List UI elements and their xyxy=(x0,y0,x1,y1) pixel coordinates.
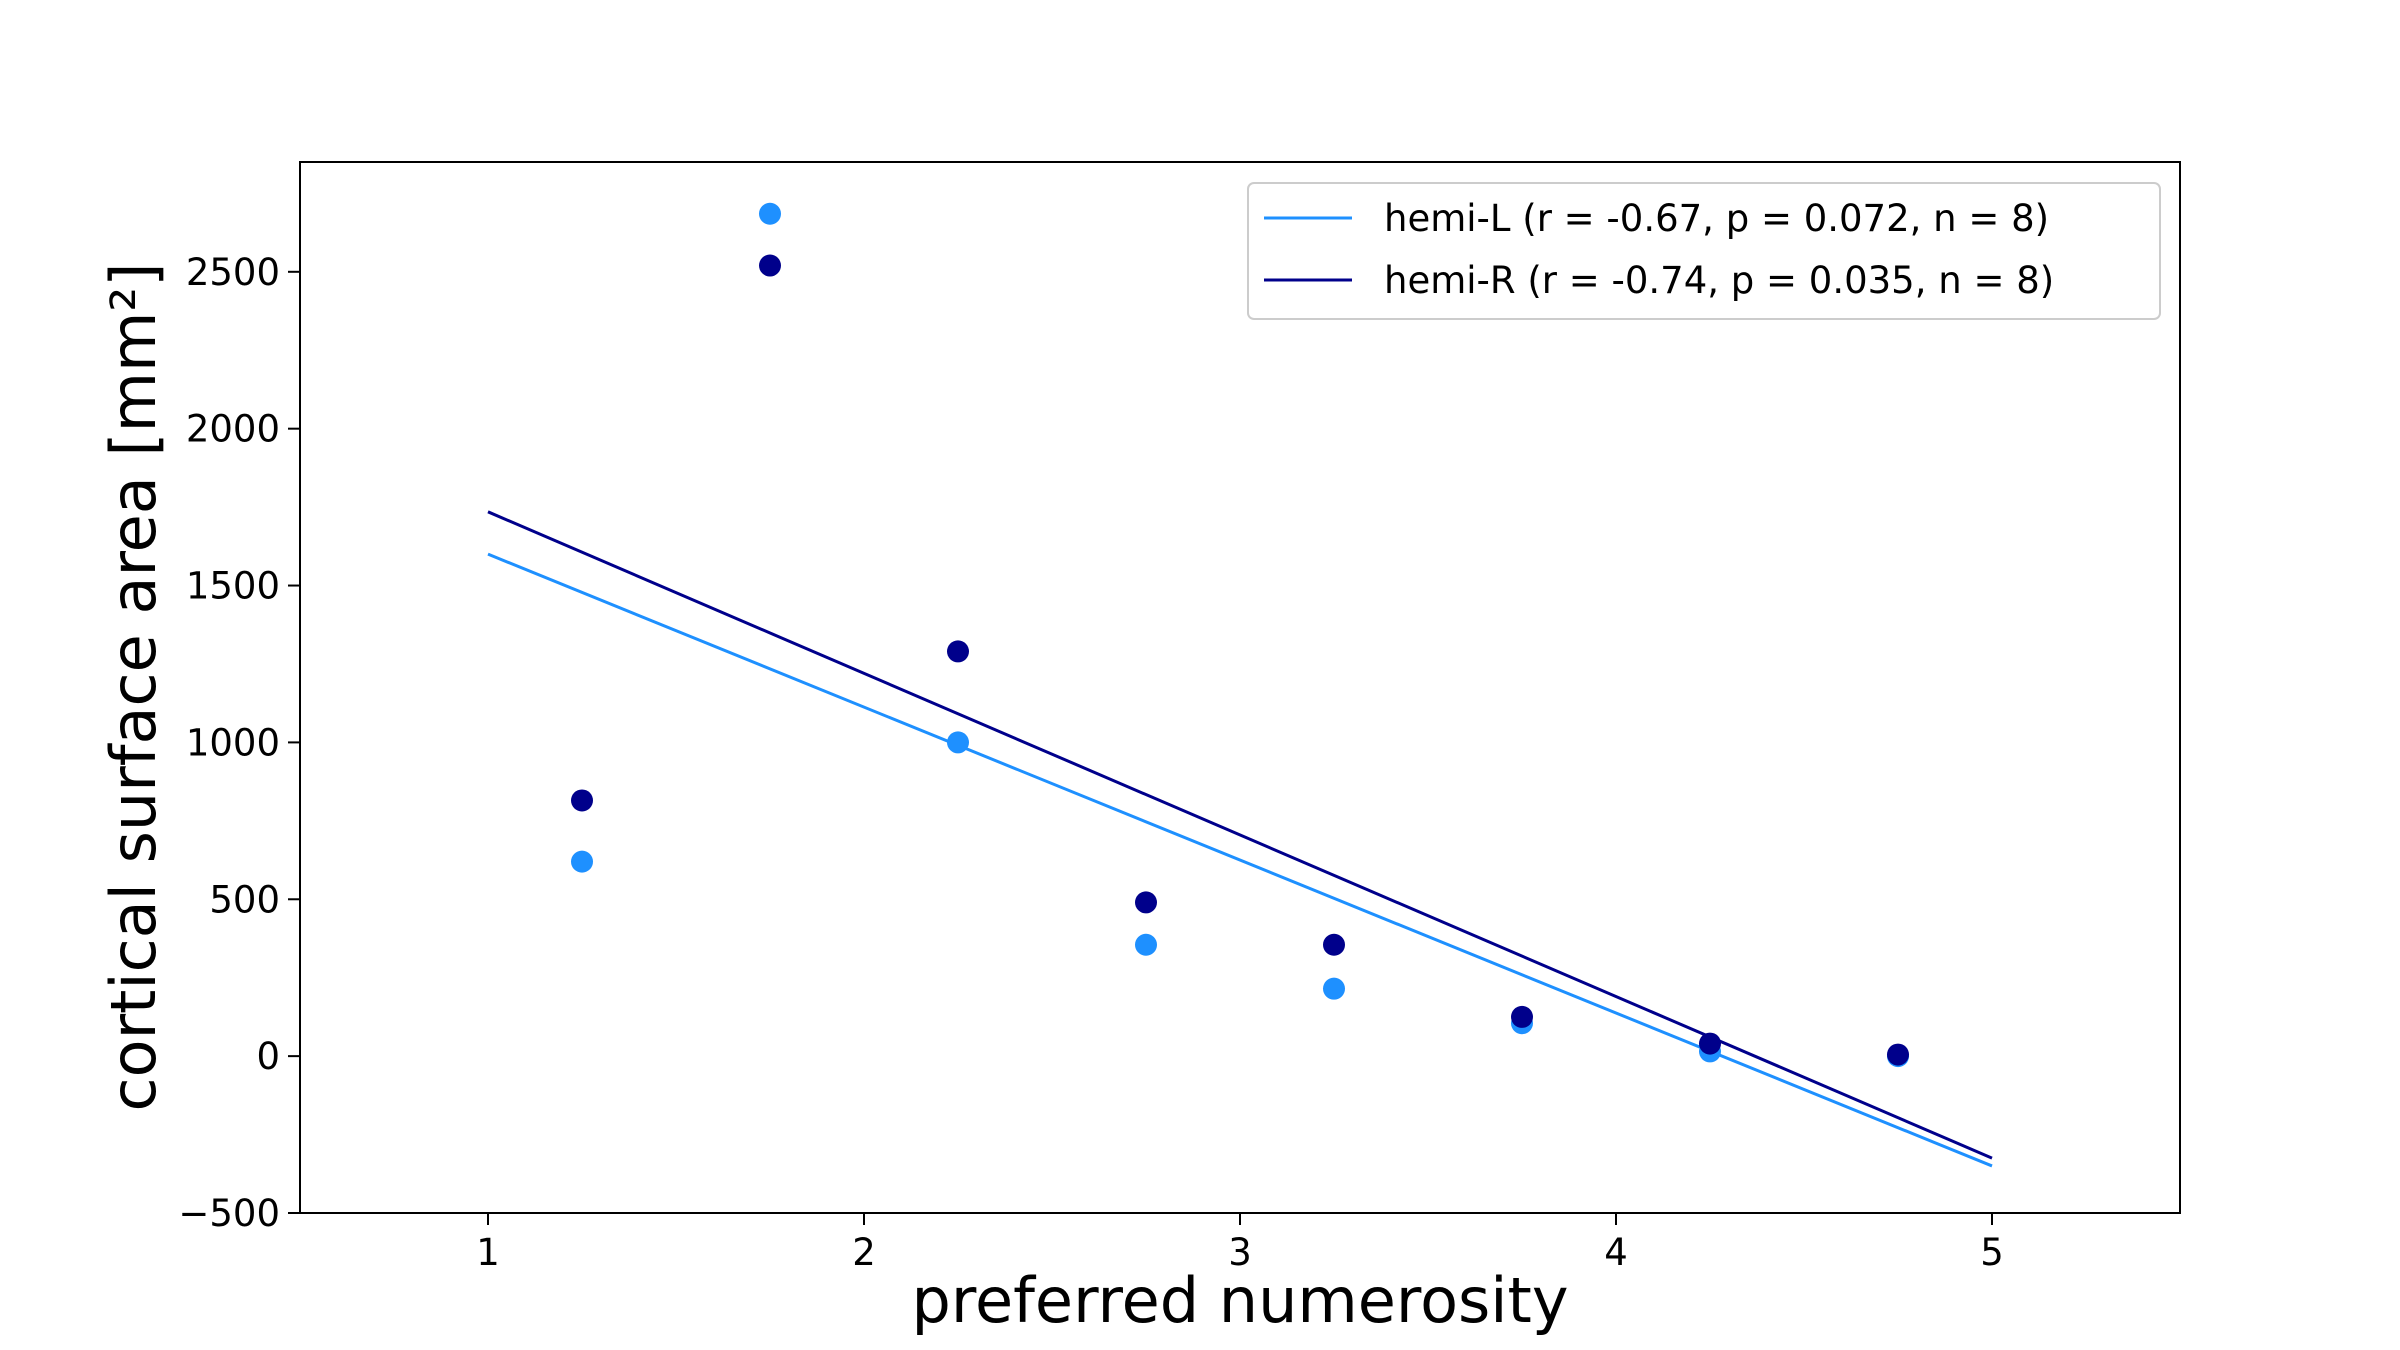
y-axis-label: cortical surface area [mm²] xyxy=(97,263,170,1112)
y-tick-label: 2000 xyxy=(186,408,280,451)
data-point-hemi-l xyxy=(759,202,781,225)
legend-label-hemi-l: hemi-L (r = -0.67, p = 0.072, n = 8) xyxy=(1384,197,2049,240)
y-tick-label: 1500 xyxy=(186,565,280,608)
data-point-hemi-r xyxy=(1323,933,1345,956)
x-tick-label: 2 xyxy=(852,1231,876,1274)
legend-label-hemi-r: hemi-R (r = -0.74, p = 0.035, n = 8) xyxy=(1384,259,2054,302)
x-tick-label: 4 xyxy=(1604,1231,1628,1274)
y-tick-label: 500 xyxy=(209,878,280,921)
data-point-hemi-r xyxy=(759,254,781,277)
data-point-hemi-r xyxy=(571,789,593,812)
fit-line-hemi-r xyxy=(487,510,1993,1160)
x-axis: 1 2 3 4 5 xyxy=(476,1213,2004,1274)
data-point-hemi-r xyxy=(1699,1032,1721,1055)
fit-line-hemi-l xyxy=(487,552,1993,1168)
legend-box xyxy=(1247,182,2161,320)
series-layer xyxy=(487,202,1993,1168)
data-point-hemi-r xyxy=(1511,1005,1533,1028)
data-point-hemi-r xyxy=(1887,1043,1909,1066)
data-point-hemi-l xyxy=(1323,977,1345,1000)
data-point-hemi-r xyxy=(947,640,969,663)
y-tick-label: 0 xyxy=(256,1035,280,1078)
y-tick-label: 2500 xyxy=(186,251,280,294)
data-point-hemi-r xyxy=(1135,891,1157,914)
y-tick-label: 1000 xyxy=(186,721,280,764)
x-tick-label: 5 xyxy=(1980,1231,2004,1274)
data-point-hemi-l xyxy=(947,731,969,754)
data-point-hemi-l xyxy=(571,850,593,873)
y-axis: −500 0 500 1000 1500 2000 2500 xyxy=(178,251,300,1235)
x-tick-label: 1 xyxy=(476,1231,500,1274)
y-tick-label: −500 xyxy=(178,1192,280,1235)
x-tick-label: 3 xyxy=(1228,1231,1252,1274)
legend: hemi-L (r = -0.67, p = 0.072, n = 8) hemi… xyxy=(1247,182,2161,320)
data-point-hemi-l xyxy=(1135,933,1157,956)
x-axis-label: preferred numerosity xyxy=(911,1264,1568,1337)
